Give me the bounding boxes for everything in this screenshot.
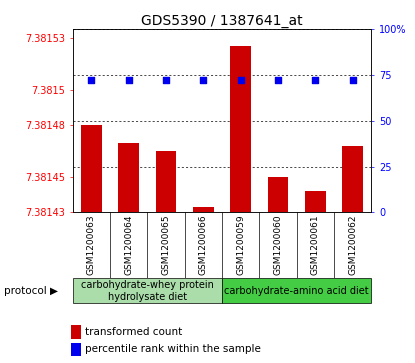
FancyBboxPatch shape [73, 278, 222, 303]
Text: GSM1200059: GSM1200059 [236, 214, 245, 275]
Point [88, 77, 95, 83]
Text: GSM1200062: GSM1200062 [348, 214, 357, 275]
Bar [71, 343, 81, 356]
Text: carbohydrate-whey protein
hydrolysate diet: carbohydrate-whey protein hydrolysate di… [81, 280, 214, 302]
Bar [193, 207, 214, 212]
Text: GSM1200066: GSM1200066 [199, 214, 208, 275]
Bar [71, 325, 81, 339]
Text: percentile rank within the sample: percentile rank within the sample [85, 344, 261, 354]
Title: GDS5390 / 1387641_at: GDS5390 / 1387641_at [141, 14, 303, 28]
FancyBboxPatch shape [222, 278, 371, 303]
Bar [81, 125, 102, 212]
Text: protocol ▶: protocol ▶ [4, 286, 58, 296]
Bar [156, 151, 176, 212]
Text: GSM1200060: GSM1200060 [273, 214, 283, 275]
Text: transformed count: transformed count [85, 327, 182, 337]
Point [275, 77, 281, 83]
Point [163, 77, 169, 83]
Point [200, 77, 207, 83]
Point [237, 77, 244, 83]
Bar [230, 46, 251, 212]
Text: GSM1200063: GSM1200063 [87, 214, 96, 275]
Bar [305, 191, 326, 212]
Point [312, 77, 319, 83]
Bar [342, 146, 363, 212]
Text: GSM1200061: GSM1200061 [311, 214, 320, 275]
Point [349, 77, 356, 83]
Text: GSM1200065: GSM1200065 [161, 214, 171, 275]
Text: carbohydrate-amino acid diet: carbohydrate-amino acid diet [225, 286, 369, 296]
Bar [268, 178, 288, 212]
Bar [118, 143, 139, 212]
Text: GSM1200064: GSM1200064 [124, 214, 133, 275]
Point [125, 77, 132, 83]
